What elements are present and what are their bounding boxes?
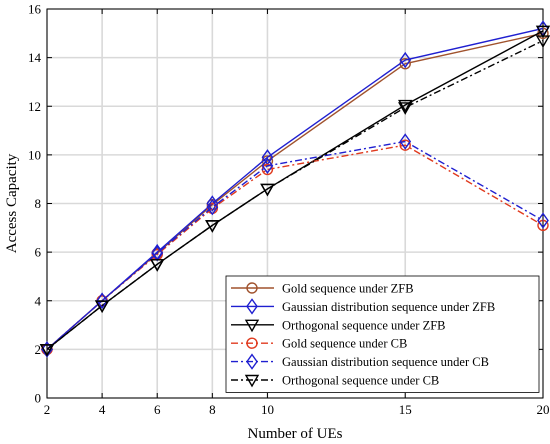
series-point: [398, 102, 413, 115]
x-tick-label: 10: [261, 402, 274, 417]
series-point: [39, 344, 55, 357]
series-point: [206, 198, 219, 216]
y-axis-label: Access Capacity: [4, 153, 20, 253]
series-point: [150, 259, 165, 272]
legend-item: Gaussian distribution sequence under ZFB: [231, 298, 495, 315]
series-point: [246, 353, 258, 370]
legend-box: [225, 275, 540, 393]
series-point: [96, 292, 108, 309]
legend-item: Gaussian distribution sequence under CB: [231, 353, 489, 370]
x-tick-label: 15: [399, 402, 412, 417]
series-point: [205, 220, 220, 233]
legend-item: Gold sequence under CB: [231, 337, 407, 351]
legend-label: Gold sequence under ZFB: [282, 282, 414, 296]
series-line: [46, 140, 544, 350]
series-point: [537, 212, 549, 229]
legend-label: Gaussian distribution sequence under ZFB: [282, 300, 495, 314]
legend-label: Gold sequence under CB: [282, 337, 407, 351]
x-axis-label: Number of UEs: [248, 426, 343, 442]
series-6: [39, 35, 550, 357]
series-point: [535, 35, 550, 49]
y-tick-label: 6: [35, 245, 42, 260]
series-point: [244, 319, 260, 333]
y-tick-label: 10: [28, 147, 41, 162]
series-line: [46, 39, 544, 350]
x-tick-label: 4: [99, 402, 106, 417]
y-tick-label: 12: [28, 99, 41, 114]
series-point: [246, 298, 258, 315]
x-tick-label: 6: [154, 402, 161, 417]
legend-item: Gold sequence under ZFB: [231, 282, 414, 296]
y-tick-label: 0: [35, 391, 42, 406]
legend-label: Orthogonal sequence under CB: [282, 374, 439, 388]
y-tick-label: 16: [28, 2, 42, 17]
y-tick-label: 14: [28, 50, 42, 65]
series-point: [399, 51, 412, 69]
series-point: [94, 300, 110, 314]
legend-label: Gaussian distribution sequence under CB: [282, 355, 489, 369]
x-tick-label: 8: [209, 402, 216, 417]
series-point: [206, 195, 219, 212]
series-point: [244, 374, 260, 388]
series-point: [399, 133, 412, 150]
x-tick-label: 20: [537, 402, 550, 417]
series-point: [246, 282, 258, 294]
series-point: [399, 139, 411, 151]
legend-item: Orthogonal sequence under ZFB: [231, 318, 446, 332]
series-line: [46, 144, 544, 350]
y-tick-label: 2: [35, 342, 42, 357]
y-tick-label: 8: [35, 196, 42, 211]
legend: Gold sequence under ZFB Gaussian distribu…: [225, 275, 540, 393]
y-axis-ticks: 0 2 4 6 8 10 12 14 16: [28, 2, 543, 406]
x-axis-ticks: 2 4 6 8 10 15 20: [44, 9, 550, 417]
series-point: [246, 337, 258, 349]
series-point: [535, 25, 550, 39]
legend-item: Orthogonal sequence under CB: [231, 374, 439, 388]
series-point: [260, 183, 275, 197]
series-point: [261, 157, 274, 175]
series-5: [41, 133, 549, 358]
legend-label: Orthogonal sequence under ZFB: [282, 318, 446, 332]
x-tick-label: 2: [44, 402, 51, 417]
y-tick-label: 4: [35, 293, 42, 308]
